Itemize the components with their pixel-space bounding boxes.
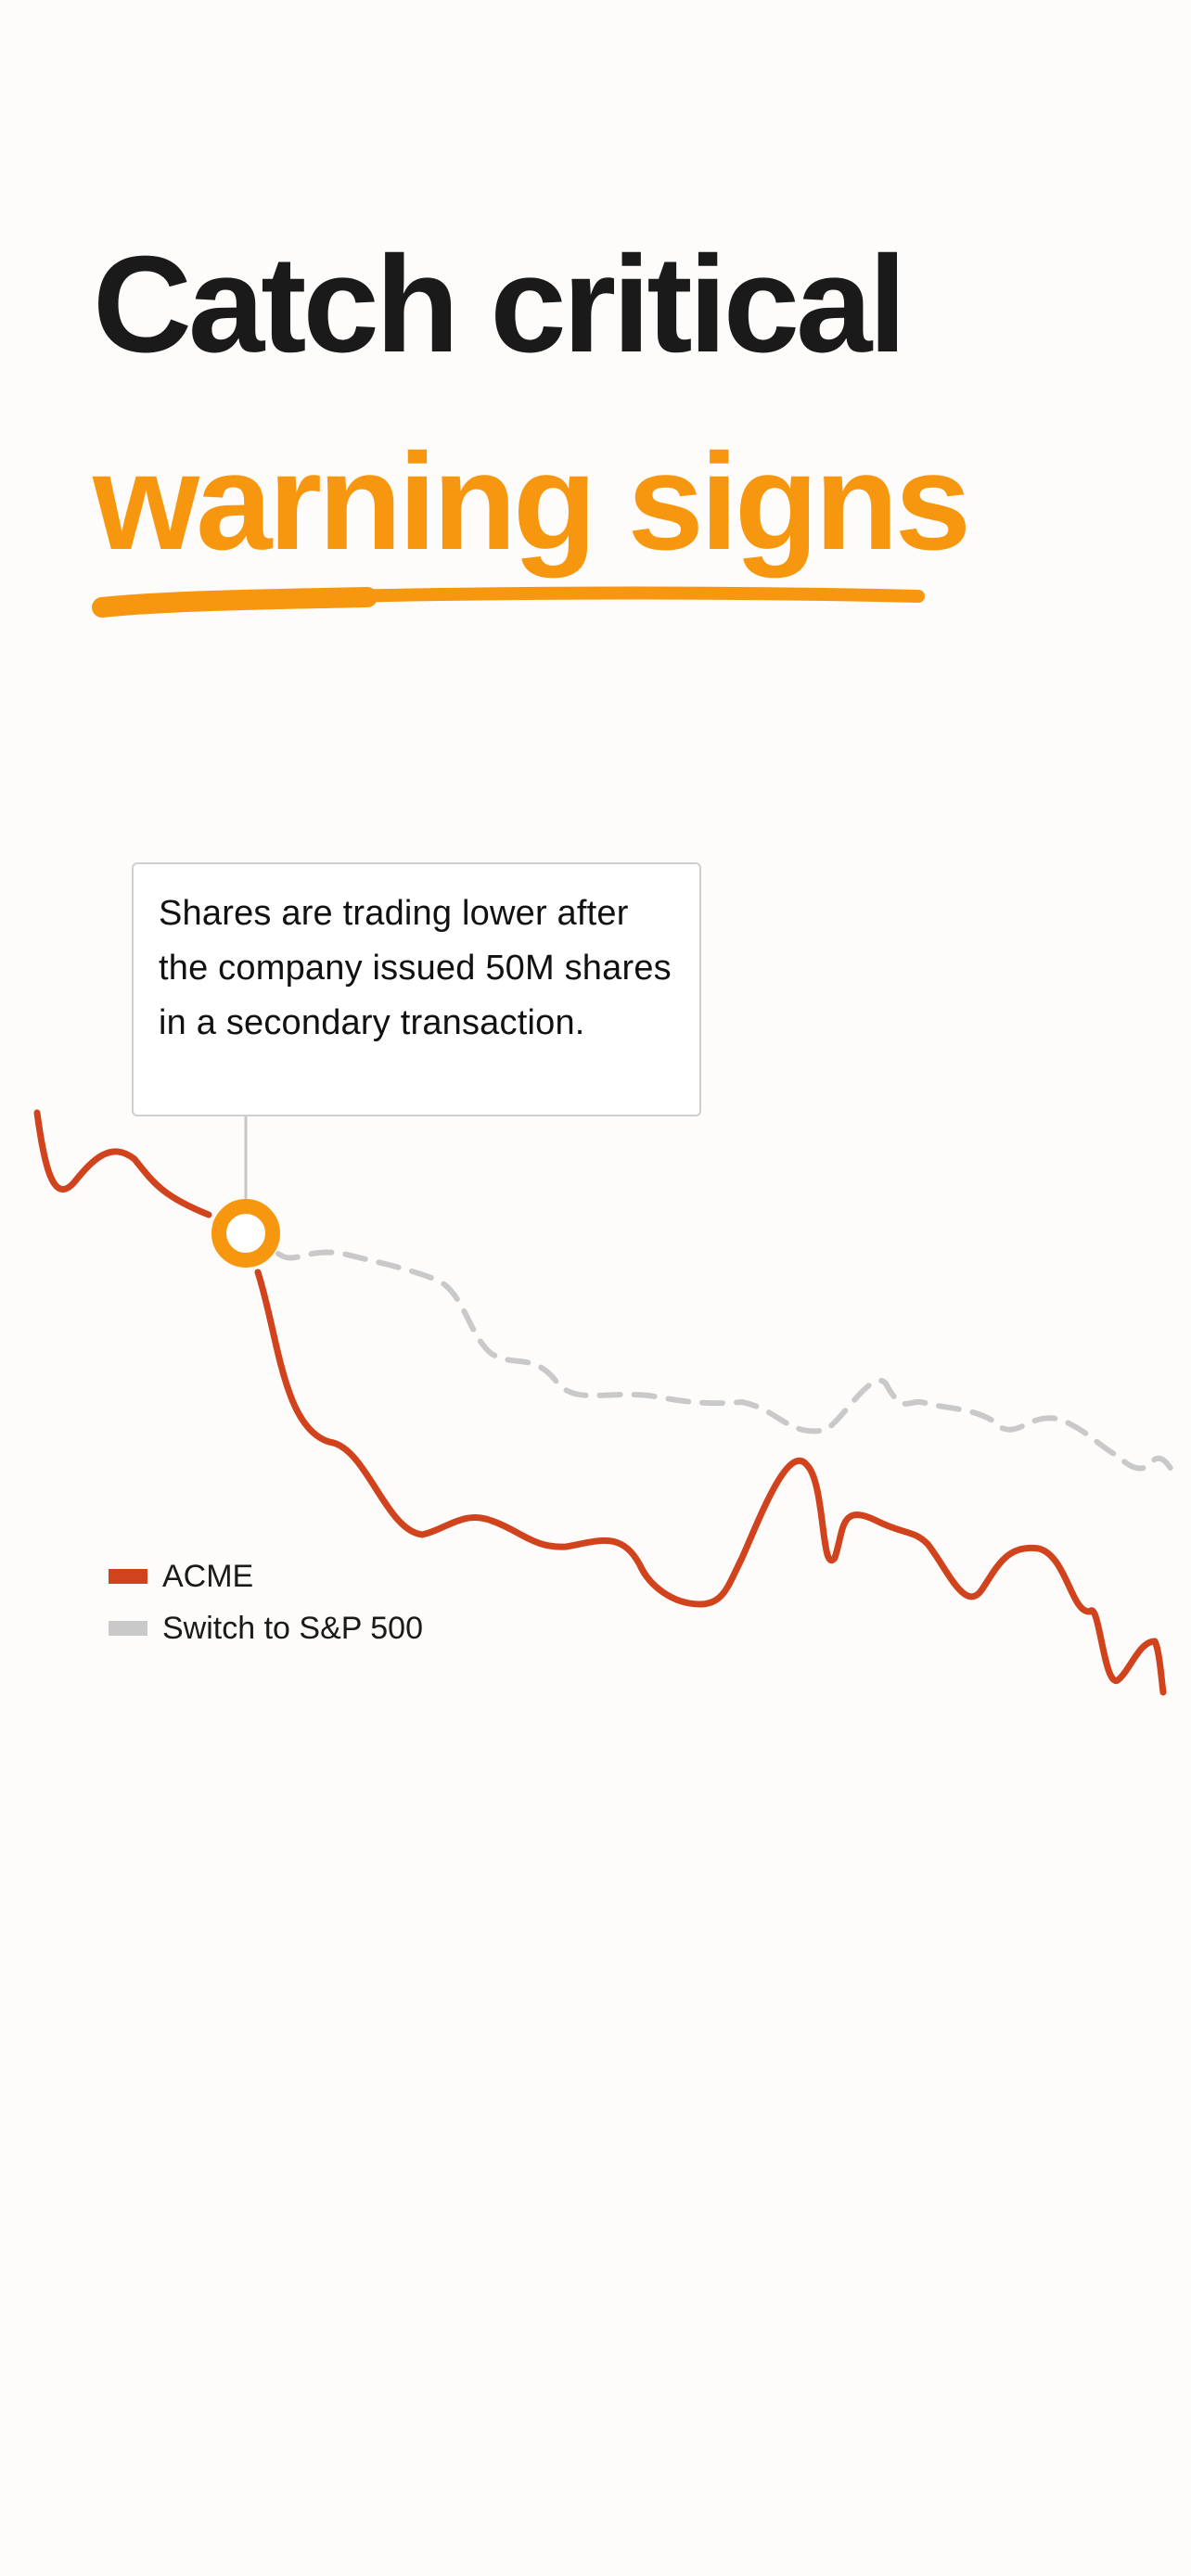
- sp500-benchmark-line: [275, 1249, 1179, 1479]
- event-tooltip: Shares are trading lower after the compa…: [132, 862, 701, 1116]
- legend-swatch-acme: [109, 1569, 147, 1584]
- chart-legend: ACME Switch to S&P 500: [109, 1550, 498, 1654]
- legend-item-sp500-switch[interactable]: Switch to S&P 500: [109, 1602, 498, 1654]
- legend-label-sp500-switch[interactable]: Switch to S&P 500: [162, 1610, 423, 1646]
- acme-stock-line: [33, 1109, 1167, 1696]
- legend-label-acme: ACME: [162, 1558, 254, 1594]
- headline-line-1: Catch critical: [93, 228, 906, 381]
- headline-line-2: warning signs: [93, 426, 971, 579]
- headline-underline-swoosh: [92, 586, 925, 618]
- legend-item-acme: ACME: [109, 1550, 498, 1602]
- legend-swatch-sp500: [109, 1621, 147, 1636]
- stock-line-chart: [33, 1109, 1179, 1696]
- event-marker[interactable]: [211, 1199, 280, 1268]
- event-tooltip-text: Shares are trading lower after the compa…: [159, 894, 672, 1042]
